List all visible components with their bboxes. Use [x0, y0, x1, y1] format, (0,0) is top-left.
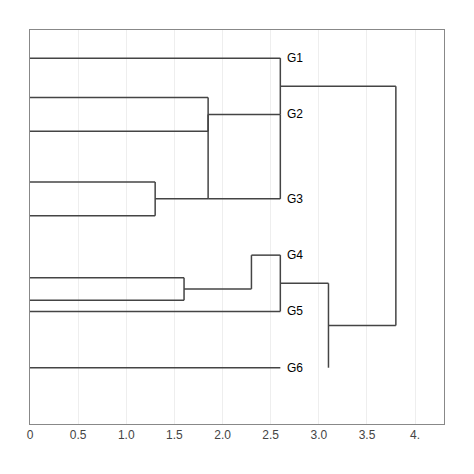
svg-text:G1: G1	[287, 51, 303, 65]
svg-text:4.: 4.	[410, 428, 420, 442]
svg-text:G6: G6	[287, 361, 303, 375]
svg-text:3.5: 3.5	[359, 428, 376, 442]
svg-text:G4: G4	[287, 248, 303, 262]
svg-text:0.5: 0.5	[70, 428, 87, 442]
svg-text:3.0: 3.0	[310, 428, 327, 442]
svg-text:G2: G2	[287, 107, 303, 121]
svg-text:2.0: 2.0	[214, 428, 231, 442]
svg-text:1.5: 1.5	[166, 428, 183, 442]
svg-text:G5: G5	[287, 304, 303, 318]
svg-text:G3: G3	[287, 192, 303, 206]
svg-text:0: 0	[27, 428, 34, 442]
svg-text:1.0: 1.0	[118, 428, 135, 442]
svg-text:2.5: 2.5	[262, 428, 279, 442]
